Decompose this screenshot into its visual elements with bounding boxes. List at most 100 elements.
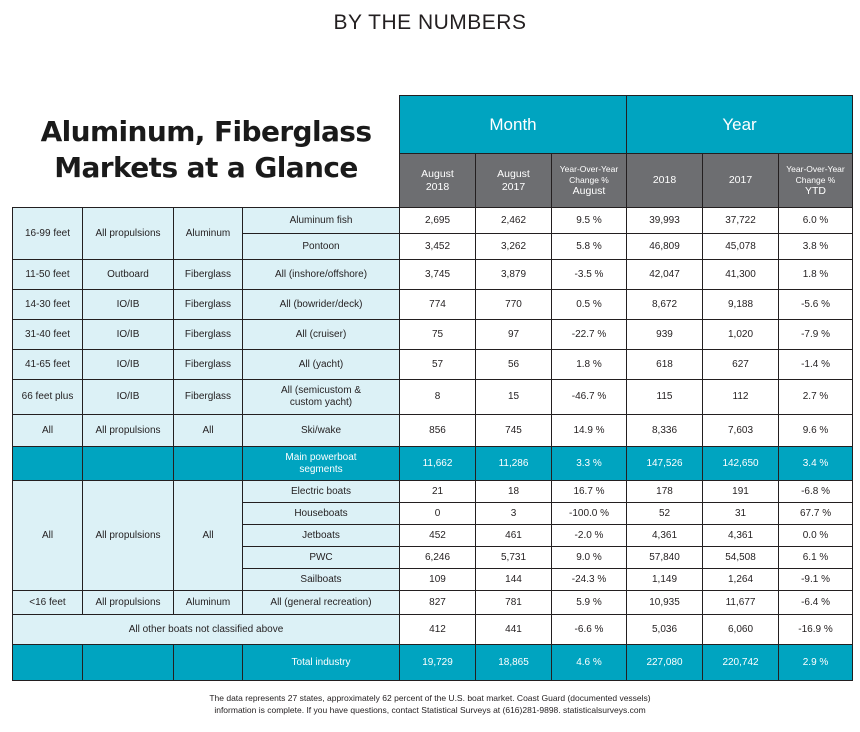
month-change-cell: -2.0 % bbox=[550, 524, 628, 547]
table-row: All All propulsions All Ski/wake 856 745… bbox=[12, 414, 854, 447]
size-cell: 66 feet plus bbox=[12, 379, 83, 415]
segment-cell: All (bowrider/deck) bbox=[242, 289, 400, 320]
segment-cell: Electric boats bbox=[242, 480, 400, 503]
aug-2018-cell: 3,745 bbox=[399, 259, 476, 290]
month-change-cell: 9.5 % bbox=[550, 207, 628, 234]
aug-2018-cell: 827 bbox=[399, 590, 476, 615]
segment-cell: Ski/wake bbox=[242, 414, 400, 447]
col-header-yoy-ytd: Year-Over-Year Change % YTD bbox=[778, 153, 854, 208]
propulsion-cell: All propulsions bbox=[82, 480, 174, 591]
segment-cell: Main powerboat segments bbox=[242, 446, 400, 481]
table-row: 16-99 feet All propulsions Aluminum Alum… bbox=[12, 207, 854, 260]
col-header-year-2017: 2017 bbox=[702, 153, 780, 208]
year-2018-cell: 178 bbox=[626, 480, 704, 503]
col-header-august-2017: August 2017 bbox=[475, 153, 552, 208]
year-2018-cell: 227,080 bbox=[626, 644, 704, 681]
year-2018-cell: 618 bbox=[626, 349, 704, 380]
ytd-change-cell: 3.4 % bbox=[778, 446, 854, 481]
table-row: Sailboats 109 144 -24.3 % 1,149 1,264 -9… bbox=[13, 568, 854, 591]
year-2017-cell: 627 bbox=[702, 349, 780, 380]
section-header-label: BY THE NUMBERS bbox=[333, 11, 527, 34]
ytd-change-cell: -16.9 % bbox=[778, 614, 854, 645]
propulsion-cell: IO/IB bbox=[82, 379, 174, 415]
year-2018-cell: 1,149 bbox=[626, 568, 704, 591]
segment-cell: PWC bbox=[242, 546, 400, 569]
size-cell: 41-65 feet bbox=[12, 349, 83, 380]
table-row: All All propulsions All Electric boats 2… bbox=[12, 480, 854, 591]
table-row: Houseboats 0 3 -100.0 % 52 31 67.7 % bbox=[13, 502, 854, 525]
aug-2018-cell: 412 bbox=[399, 614, 476, 645]
segment-cell: All (inshore/offshore) bbox=[242, 259, 400, 290]
year-2017-cell: 191 bbox=[702, 480, 780, 503]
month-change-cell: 5.9 % bbox=[550, 590, 628, 615]
year-2018-cell: 10,935 bbox=[626, 590, 704, 615]
year-2018-cell: 39,993 bbox=[626, 207, 704, 234]
year-2017-cell: 31 bbox=[702, 502, 780, 525]
material-cell: All bbox=[173, 480, 243, 591]
year-2018-cell: 4,361 bbox=[626, 524, 704, 547]
year-2017-cell: 220,742 bbox=[702, 644, 780, 681]
aug-2017-cell: 441 bbox=[475, 614, 552, 645]
aug-2017-cell: 15 bbox=[475, 379, 552, 415]
ytd-change-cell: 3.8 % bbox=[778, 233, 854, 260]
aug-2018-cell: 0 bbox=[399, 502, 476, 525]
aug-2017-cell: 781 bbox=[475, 590, 552, 615]
aug-2017-cell: 3,262 bbox=[475, 233, 552, 260]
title-line-1: Aluminum, Fiberglass bbox=[40, 115, 372, 148]
subtotal-row: Main powerboat segments 11,662 11,286 3.3… bbox=[12, 446, 854, 481]
ytd-change-cell: -6.8 % bbox=[778, 480, 854, 503]
propulsion-cell: IO/IB bbox=[82, 349, 174, 380]
year-2017-cell: 11,677 bbox=[702, 590, 780, 615]
aug-2018-cell: 109 bbox=[399, 568, 476, 591]
table-row: 14-30 feet IO/IB Fiberglass All (bowride… bbox=[12, 289, 854, 320]
month-change-cell: 9.0 % bbox=[550, 546, 628, 569]
title-line-2: Markets at a Glance bbox=[54, 151, 358, 184]
segment-cell: Houseboats bbox=[242, 502, 400, 525]
size-cell: All bbox=[12, 414, 83, 447]
segment-cell: Sailboats bbox=[242, 568, 400, 591]
year-2017-cell: 41,300 bbox=[702, 259, 780, 290]
table-row: Jetboats 452 461 -2.0 % 4,361 4,361 0.0 … bbox=[13, 524, 854, 547]
propulsion-cell: All propulsions bbox=[82, 207, 174, 260]
table-row: All other boats not classified above 412… bbox=[12, 614, 854, 645]
footnote: The data represents 27 states, approxima… bbox=[0, 692, 860, 716]
ytd-change-cell: 0.0 % bbox=[778, 524, 854, 547]
size-cell: 31-40 feet bbox=[12, 319, 83, 350]
aug-2017-cell: 745 bbox=[475, 414, 552, 447]
aug-2018-cell: 8 bbox=[399, 379, 476, 415]
aug-2018-cell: 6,246 bbox=[399, 546, 476, 569]
year-2018-cell: 52 bbox=[626, 502, 704, 525]
size-cell: 16-99 feet bbox=[12, 207, 83, 260]
month-change-cell: 3.3 % bbox=[550, 446, 628, 481]
size-cell: 14-30 feet bbox=[12, 289, 83, 320]
material-cell: Fiberglass bbox=[173, 319, 243, 350]
aug-2017-cell: 18,865 bbox=[475, 644, 552, 681]
material-cell: Fiberglass bbox=[173, 349, 243, 380]
propulsion-cell: All propulsions bbox=[82, 590, 174, 615]
ytd-change-cell: 67.7 % bbox=[778, 502, 854, 525]
month-change-cell: 14.9 % bbox=[550, 414, 628, 447]
table-row: 41-65 feet IO/IB Fiberglass All (yacht) … bbox=[12, 349, 854, 380]
ytd-change-cell: -1.4 % bbox=[778, 349, 854, 380]
year-2018-cell: 42,047 bbox=[626, 259, 704, 290]
year-2018-cell: 8,336 bbox=[626, 414, 704, 447]
material-cell: All bbox=[173, 414, 243, 447]
aug-2018-cell: 19,729 bbox=[399, 644, 476, 681]
aug-2017-cell: 56 bbox=[475, 349, 552, 380]
aug-2017-cell: 97 bbox=[475, 319, 552, 350]
col-header-yoy-august: Year-Over-Year Change % August bbox=[550, 153, 628, 208]
segment-cell: All (semicustom & custom yacht) bbox=[242, 379, 400, 415]
table-row: <16 feet All propulsions Aluminum All (g… bbox=[12, 590, 854, 615]
aug-2018-cell: 2,695 bbox=[399, 207, 476, 234]
ytd-change-cell: 2.9 % bbox=[778, 644, 854, 681]
aug-2017-cell: 11,286 bbox=[475, 446, 552, 481]
col-header-year-2018: 2018 bbox=[626, 153, 704, 208]
aug-2017-cell: 3,879 bbox=[475, 259, 552, 290]
group-header-month: Month bbox=[398, 95, 628, 154]
aug-2018-cell: 57 bbox=[399, 349, 476, 380]
year-2018-cell: 46,809 bbox=[626, 233, 704, 260]
table-row: 66 feet plus IO/IB Fiberglass All (semic… bbox=[12, 379, 854, 415]
aug-2018-cell: 75 bbox=[399, 319, 476, 350]
year-2018-cell: 57,840 bbox=[626, 546, 704, 569]
ytd-change-cell: -7.9 % bbox=[778, 319, 854, 350]
